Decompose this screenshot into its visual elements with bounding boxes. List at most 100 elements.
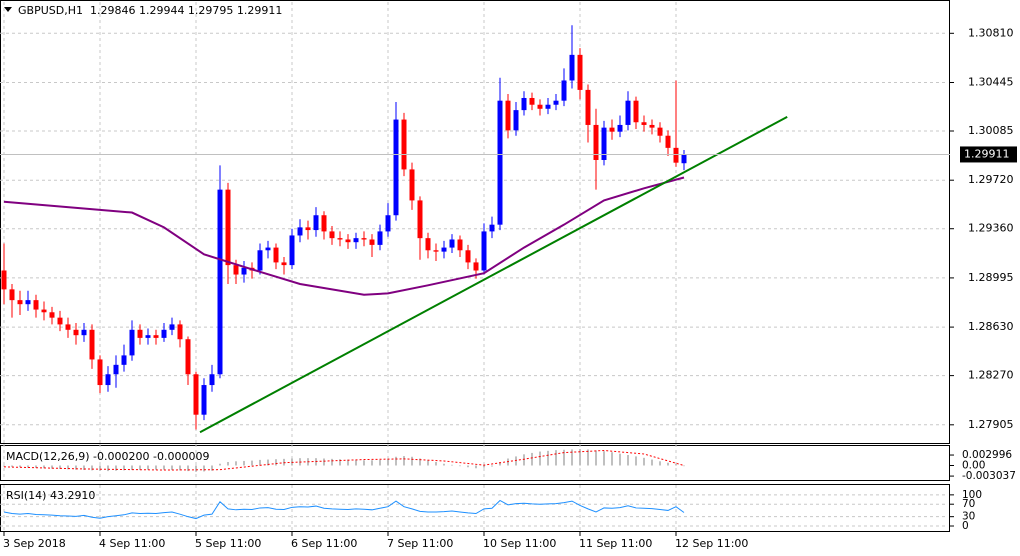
- candle-body: [153, 335, 159, 338]
- y-tick-label: 1.27905: [968, 418, 1014, 431]
- x-tick-label: 7 Sep 11:00: [387, 537, 453, 550]
- candle-body: [105, 374, 111, 386]
- candle-body: [433, 250, 439, 252]
- macd-bar: [75, 465, 77, 470]
- candle-body: [641, 122, 647, 125]
- macd-bar: [147, 465, 149, 470]
- macd-bar: [419, 458, 421, 466]
- candle-body: [81, 329, 87, 336]
- candle-body: [505, 100, 511, 131]
- rsi-line: [3, 499, 685, 520]
- macd-bar: [59, 465, 61, 469]
- macd-bar: [107, 465, 109, 472]
- macd-bar: [179, 465, 181, 471]
- candle-body: [25, 300, 31, 305]
- macd-bar: [43, 465, 45, 469]
- candle-body: [657, 127, 663, 136]
- y-tick-label: 70: [962, 498, 975, 510]
- trend-line: [199, 115, 788, 434]
- candle-body: [449, 239, 455, 248]
- candle-body: [513, 110, 519, 131]
- candle-body: [625, 100, 631, 125]
- x-tick-label: 6 Sep 11:00: [291, 537, 357, 550]
- macd-bar: [627, 455, 629, 466]
- candle-body: [41, 309, 47, 313]
- candle-body: [417, 200, 423, 239]
- macd-bar: [187, 465, 189, 472]
- macd-bar: [83, 465, 85, 471]
- candle-body: [161, 329, 167, 338]
- macd-bar: [91, 465, 93, 471]
- macd-bar: [275, 459, 277, 466]
- y-tick-label: 0.002996: [962, 449, 1012, 461]
- macd-bar: [323, 458, 325, 466]
- candle-body: [289, 235, 295, 266]
- candle-body: [209, 374, 215, 386]
- macd-bar: [523, 454, 525, 466]
- menu-triangle[interactable]: [4, 7, 12, 12]
- y-tick-label: 1.29720: [968, 173, 1014, 186]
- macd-bar: [459, 465, 461, 467]
- candle-body: [177, 324, 183, 340]
- candle-body: [257, 250, 263, 271]
- candle-body: [593, 124, 599, 160]
- x-tick-label: 12 Sep 11:00: [675, 537, 748, 550]
- candle-body: [561, 80, 567, 101]
- candle-body: [577, 54, 583, 90]
- y-tick-label: 1.29360: [968, 222, 1014, 235]
- macd-bar: [251, 460, 253, 466]
- macd-bar: [115, 465, 117, 471]
- current-price-label: 1.29911: [964, 147, 1010, 160]
- candle-body: [545, 104, 551, 109]
- macd-bar: [227, 462, 229, 466]
- current-price-box: [960, 146, 1017, 163]
- macd-bar: [259, 459, 261, 466]
- panel-title: RSI(14) 43.2910: [6, 489, 95, 502]
- candle-body: [361, 238, 367, 240]
- y-tick-label: 0.00: [962, 459, 985, 471]
- signal-line: [3, 449, 685, 471]
- candle-body: [281, 262, 287, 266]
- main-panel-frame: [0, 0, 950, 444]
- y-tick-label: 1.28995: [968, 271, 1014, 284]
- macd-bar: [675, 464, 677, 466]
- candle-body: [489, 224, 495, 232]
- panel-title: GBPUSD,H1 1.29846 1.29944 1.29795 1.2991…: [18, 4, 282, 17]
- candle-body: [665, 135, 671, 148]
- macd-bar: [563, 449, 565, 466]
- candle-body: [393, 119, 399, 216]
- candle-body: [529, 97, 535, 105]
- macd-bar: [475, 465, 477, 469]
- y-tick-label: 1.30085: [968, 124, 1014, 137]
- y-tick-label: 1.28270: [968, 369, 1014, 382]
- macd-bar: [19, 465, 21, 468]
- macd-bar: [131, 465, 133, 471]
- candle-body: [65, 324, 71, 330]
- x-tick-label: 3 Sep 2018: [3, 537, 66, 550]
- macd-bar: [411, 456, 413, 466]
- macd-bar: [555, 450, 557, 466]
- macd-bar: [595, 450, 597, 466]
- macd-bar: [395, 456, 397, 466]
- macd-bar: [67, 465, 69, 470]
- candle-body: [609, 127, 615, 132]
- candle-body: [193, 374, 199, 415]
- y-tick-label: 100: [962, 489, 982, 501]
- macd-bar: [659, 461, 661, 466]
- macd-bar: [211, 465, 213, 471]
- y-tick-label: -0.003037: [962, 470, 1016, 482]
- macd-bar: [363, 460, 365, 466]
- candle-body: [681, 154, 687, 164]
- candle-body: [57, 317, 63, 325]
- y-tick-label: 30: [962, 511, 975, 523]
- candle-body: [225, 189, 231, 266]
- macd-bar: [491, 465, 493, 467]
- macd-bar: [435, 462, 437, 466]
- macd-bar: [203, 465, 205, 472]
- candle-body: [17, 300, 23, 305]
- macd-bar: [163, 465, 165, 470]
- x-tick-label: 5 Sep 11:00: [195, 537, 261, 550]
- macd-bar: [451, 464, 453, 466]
- candle-body: [97, 359, 103, 386]
- moving-average: [3, 176, 685, 296]
